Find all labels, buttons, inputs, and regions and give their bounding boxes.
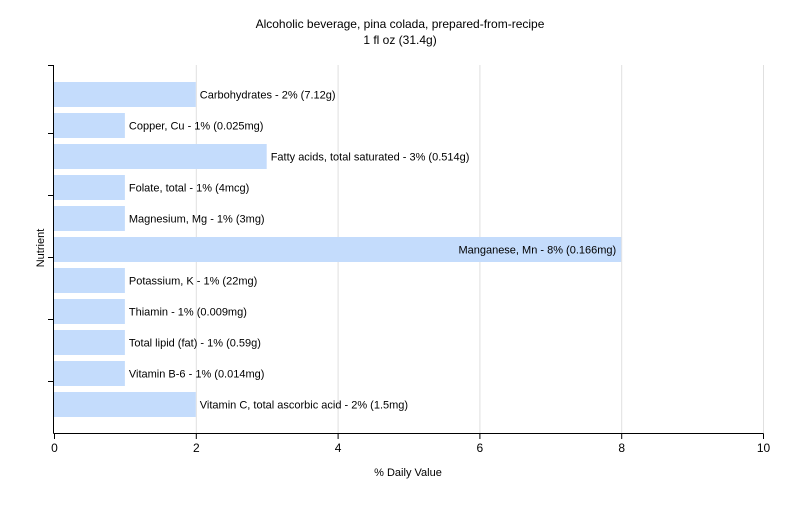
x-tick-label: 6 [477, 441, 484, 455]
bar-label: Vitamin C, total ascorbic acid - 2% (1.5… [200, 400, 408, 412]
bar [54, 330, 125, 355]
bar-label: Thiamin - 1% (0.009mg) [129, 307, 247, 319]
bar-label: Total lipid (fat) - 1% (0.59g) [129, 338, 261, 350]
bar [54, 268, 125, 293]
bar-label: Magnesium, Mg - 1% (3mg) [129, 214, 265, 226]
bar [54, 361, 125, 386]
axes: 0 2 4 6 8 10 [48, 65, 770, 455]
x-axis-label: % Daily Value [374, 467, 442, 479]
bar-label: Manganese, Mn - 8% (0.166mg) [458, 245, 616, 257]
bar-label: Copper, Cu - 1% (0.025mg) [129, 121, 264, 133]
chart-subtitle: 1 fl oz (31.4g) [363, 33, 436, 47]
y-axis-label: Nutrient [35, 229, 47, 268]
bars [54, 82, 622, 417]
x-tick-label: 2 [193, 441, 200, 455]
x-tick-label: 4 [335, 441, 342, 455]
bar-label: Carbohydrates - 2% (7.12g) [200, 90, 336, 102]
bar [54, 206, 125, 231]
bar [54, 144, 267, 169]
bar-label: Folate, total - 1% (4mcg) [129, 183, 249, 195]
bar-label: Vitamin B-6 - 1% (0.014mg) [129, 369, 265, 381]
bar-label: Potassium, K - 1% (22mg) [129, 276, 257, 288]
bar [54, 113, 125, 138]
bar-label: Fatty acids, total saturated - 3% (0.514… [271, 152, 470, 164]
x-tick-label: 10 [757, 441, 771, 455]
x-tick-label: 8 [618, 441, 625, 455]
chart-title: Alcoholic beverage, pina colada, prepare… [256, 17, 545, 31]
x-tick-label: 0 [51, 441, 58, 455]
bar-labels: Carbohydrates - 2% (7.12g) Copper, Cu - 1… [129, 90, 616, 412]
bar [54, 237, 622, 262]
bar [54, 175, 125, 200]
bar [54, 392, 196, 417]
bar [54, 299, 125, 324]
bar [54, 82, 196, 107]
